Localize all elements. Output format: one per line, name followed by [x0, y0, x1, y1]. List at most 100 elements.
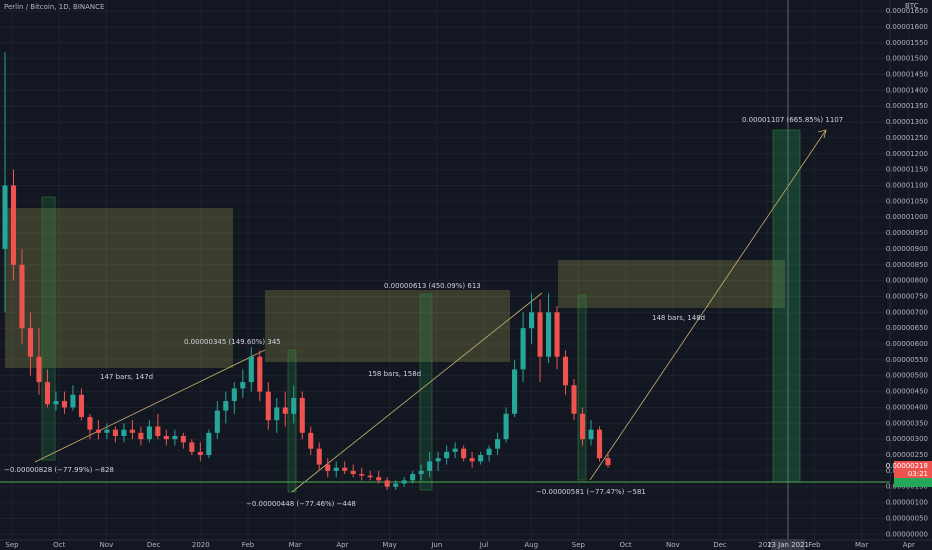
candle-body [554, 312, 560, 357]
y-tick-label: 0.00000800 [886, 277, 928, 285]
annotation: 147 bars, 147d [100, 373, 153, 381]
y-tick-label: 0.00000250 [886, 451, 928, 459]
candle-body [605, 458, 611, 466]
candle-body [121, 429, 127, 436]
y-tick-label: 0.00000750 [886, 292, 928, 300]
y-tick-label: 0.00000500 [886, 372, 928, 380]
candle-body [70, 394, 76, 408]
candle-body [129, 429, 135, 433]
x-tick-label: May [382, 541, 396, 549]
candle-body [231, 388, 237, 402]
candle-body [112, 429, 118, 436]
candle-body [10, 185, 17, 265]
candle-body [44, 382, 51, 405]
candle-body [95, 429, 101, 433]
y-tick-label: 0.00001650 [886, 7, 928, 15]
price-range-box [577, 294, 587, 481]
price-tag [894, 478, 932, 487]
candle-body [87, 416, 93, 430]
candle-body [512, 369, 518, 414]
candle-body [359, 474, 365, 476]
candle-body [163, 435, 169, 440]
annotation: −0.00000581 (−77.47%) −581 [536, 488, 646, 496]
candle-body [495, 439, 501, 449]
candle-body [146, 426, 152, 440]
price-range-box [419, 293, 433, 491]
x-tick-label: Oct [53, 541, 65, 549]
candle-body [240, 382, 246, 389]
candle-body [316, 448, 322, 465]
annotation: 0.00000613 (450.09%) 613 [384, 282, 481, 290]
annotation: 158 bars, 158d [368, 370, 421, 378]
candle-body [308, 432, 314, 449]
x-tick-label: Apr [903, 541, 915, 549]
y-tick-label: 0.00001550 [886, 39, 928, 47]
y-tick-label: 0.00001050 [886, 197, 928, 205]
y-tick-label: 0.00000100 [886, 499, 928, 507]
x-tick-label: Jun [430, 541, 442, 549]
y-tick-label: 0.00000700 [886, 308, 928, 316]
candle-body [274, 407, 280, 421]
candle-body [214, 410, 220, 433]
candle-body [537, 312, 543, 357]
y-tick-label: 0.00000650 [886, 324, 928, 332]
annotation: 148 bars, 148d [652, 314, 705, 322]
x-tick-label: Dec [713, 541, 727, 549]
annotation: 0.00000345 (149.60%) 345 [184, 338, 281, 346]
price-tag [894, 461, 932, 478]
candle-body [546, 312, 552, 357]
candle-body [418, 470, 424, 475]
x-tick-label: Sep [5, 541, 19, 549]
candle-body [180, 435, 186, 443]
x-tick-label: Feb [808, 541, 821, 549]
candles [2, 52, 611, 490]
chart-title: Perlin / Bitcoin, 1D, BINANCE [4, 3, 104, 11]
y-tick-label: 0.00001500 [886, 55, 928, 63]
candle-body [197, 451, 203, 456]
x-tick-label: 2021 [758, 541, 776, 549]
annotation: −0.00000828 (−77.99%) −828 [4, 466, 114, 474]
y-tick-label: 0.00000450 [886, 388, 928, 396]
x-tick-label: Mar [289, 541, 302, 549]
candle-body [452, 448, 458, 452]
candle-body [27, 328, 34, 357]
axis-labels: 0.000000000.000000500.000001000.00000150… [5, 7, 928, 549]
y-tick-label: 0.00001300 [886, 118, 928, 126]
candle-body [579, 413, 586, 440]
y-tick-label: 0.00000900 [886, 245, 928, 253]
candle-body [299, 397, 305, 433]
y-tick-label: 0.00000000 [886, 530, 928, 538]
candle-body [189, 442, 195, 452]
candle-body [333, 467, 339, 471]
candle-body [350, 470, 356, 475]
candle-body [104, 429, 110, 433]
candle-body [384, 480, 390, 487]
candle-body [393, 483, 399, 487]
x-tick-label: Nov [100, 541, 114, 549]
candle-body [376, 477, 382, 481]
y-tick-label: 0.00001250 [886, 134, 928, 142]
currency: BTC [905, 2, 919, 10]
y-tick-label: 0.00001200 [886, 150, 928, 158]
candle-body [503, 413, 509, 440]
candle-body [596, 429, 603, 459]
annotation: −0.00000448 (−77.46%) −448 [246, 500, 356, 508]
y-tick-label: 0.00001150 [886, 166, 928, 174]
candle-body [486, 448, 492, 456]
x-tick-label: 2020 [192, 541, 210, 549]
crosshair-label: 13 Jan 2021 [767, 541, 809, 549]
candle-body [461, 448, 467, 459]
price-range-box [287, 349, 297, 493]
trend-line [291, 292, 543, 493]
price-range-box [41, 196, 56, 461]
candle-body [265, 391, 271, 421]
candle-body [78, 394, 84, 417]
candle-body [571, 385, 577, 414]
candle-body [155, 426, 161, 436]
x-tick-label: Aug [524, 541, 538, 549]
countdown-label: 03:21 [908, 470, 928, 478]
date-range-box [265, 290, 510, 362]
x-tick-label: Mar [855, 541, 868, 549]
